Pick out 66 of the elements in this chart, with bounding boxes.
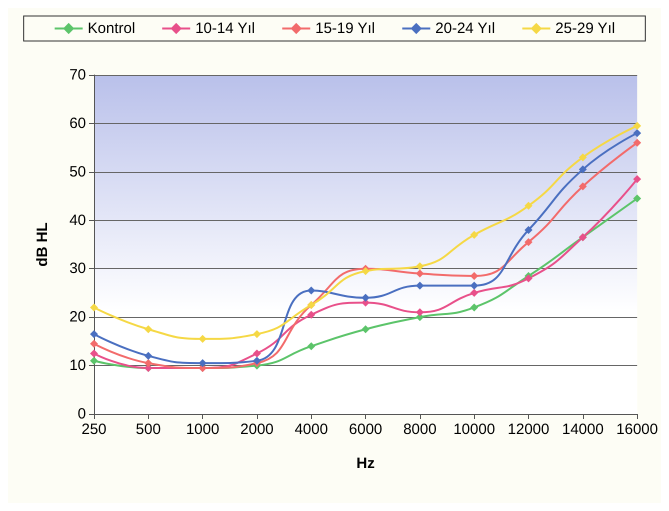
- point: [578, 153, 587, 162]
- x-tick-label: 6000: [348, 421, 382, 438]
- point: [362, 325, 370, 334]
- legend-label: Kontrol: [88, 20, 136, 37]
- point: [307, 342, 316, 350]
- x-tick-label: 16000: [616, 421, 658, 438]
- point: [416, 282, 424, 290]
- x-tick-label: 4000: [294, 421, 328, 438]
- x-tick-label: 250: [81, 421, 107, 438]
- point: [416, 308, 424, 316]
- point: [252, 330, 261, 338]
- x-tick-label: 14000: [562, 421, 604, 438]
- legend-label: 10-14 Yıl: [195, 20, 255, 37]
- point: [524, 238, 533, 246]
- x-tick-label: 2000: [240, 421, 274, 438]
- point: [144, 352, 152, 360]
- x-tick-label: 8000: [403, 421, 437, 438]
- point: [524, 202, 533, 210]
- legend-label: 20-24 Yıl: [435, 20, 496, 37]
- point: [90, 349, 98, 358]
- point: [90, 356, 98, 365]
- point: [252, 349, 261, 358]
- point: [198, 359, 207, 368]
- x-tick-label: 10000: [453, 421, 496, 438]
- y-tick-label: 60: [69, 114, 86, 132]
- point: [307, 286, 316, 295]
- point: [633, 122, 642, 130]
- point: [470, 272, 478, 280]
- x-axis-title: Hz: [356, 455, 375, 472]
- point: [307, 310, 316, 319]
- point: [633, 194, 642, 202]
- y-tick-label: 50: [69, 163, 86, 180]
- y-axis-title: dB HL: [34, 222, 51, 267]
- y-tick-label: 20: [69, 308, 86, 326]
- point: [252, 356, 261, 365]
- x-tick-label: 500: [136, 421, 161, 438]
- y-tick-label: 40: [69, 212, 86, 229]
- point: [524, 274, 533, 282]
- y-tick-label: 30: [69, 260, 86, 278]
- legend-label: 25-29 Yıl: [555, 20, 616, 37]
- point: [144, 325, 152, 334]
- point: [416, 262, 424, 270]
- x-tick-label: 12000: [508, 421, 550, 438]
- y-tick-label: 70: [69, 66, 86, 84]
- point: [198, 334, 207, 343]
- point: [470, 288, 478, 297]
- point: [524, 226, 533, 234]
- point: [633, 129, 642, 138]
- point: [362, 294, 370, 302]
- point: [90, 340, 98, 348]
- point: [633, 175, 642, 184]
- point: [144, 359, 152, 368]
- point: [470, 282, 478, 290]
- x-tick-label: 1000: [186, 421, 220, 438]
- point: [470, 230, 478, 239]
- y-tick-label: 0: [78, 406, 86, 422]
- y-tick-label: 10: [69, 357, 86, 374]
- point: [633, 138, 642, 147]
- point: [578, 165, 587, 174]
- point: [90, 330, 98, 338]
- point: [362, 267, 370, 276]
- legend-label: 15-19 Yıl: [315, 20, 375, 37]
- point: [416, 270, 424, 278]
- point: [578, 182, 587, 190]
- point: [90, 303, 98, 312]
- point: [470, 303, 478, 312]
